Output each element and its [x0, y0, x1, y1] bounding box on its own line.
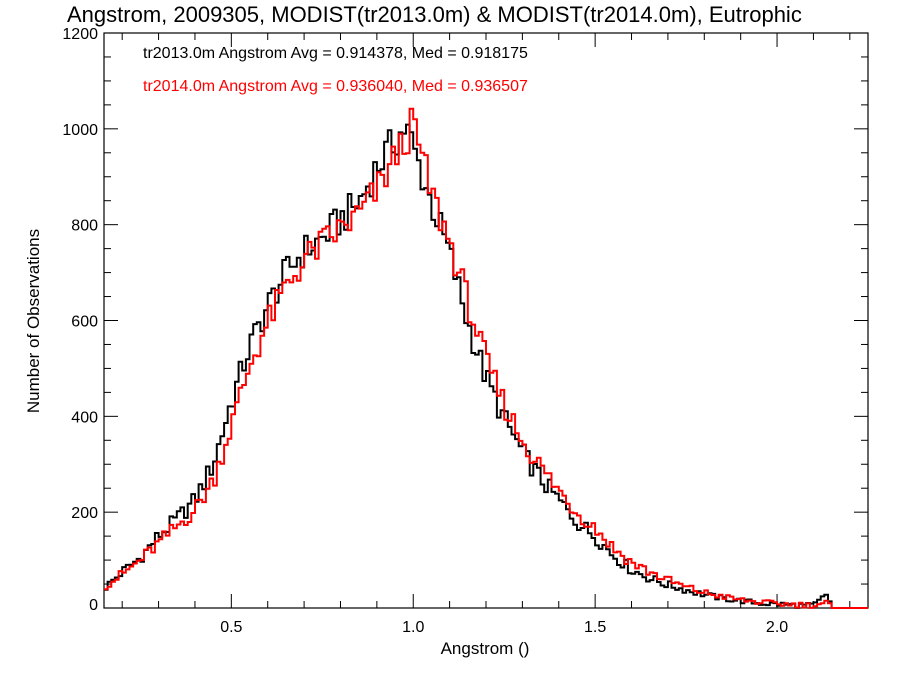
y-tick-label: 800 [71, 218, 98, 235]
x-tick-label: 2.0 [766, 619, 788, 636]
plot-area: 0 200 400 600 800 1000 1200 0.5 1.0 1.5 2.0 [62, 26, 869, 636]
y-tick-label: 600 [71, 314, 98, 331]
y-tick-label: 0 [89, 597, 98, 614]
y-axis-label: Number of Observations [24, 229, 43, 413]
y-tick-label: 200 [71, 505, 98, 522]
y-tick-label: 1000 [62, 122, 98, 139]
y-tick-label: 1200 [62, 26, 98, 43]
x-tick-label: 1.0 [402, 619, 424, 636]
x-axis-label: Angstrom () [441, 639, 530, 658]
legend-series-2: tr2014.0m Angstrom Avg = 0.936040, Med =… [143, 78, 528, 95]
series-tr2014.0m-line [104, 107, 868, 609]
plot-frame [103, 32, 869, 609]
chart-title: Angstrom, 2009305, MODIST(tr2013.0m) & M… [67, 2, 802, 27]
series-tr2013.0m-line [104, 123, 868, 609]
x-tick-label: 1.5 [584, 619, 606, 636]
y-tick-label: 400 [71, 409, 98, 426]
x-tick-label: 0.5 [220, 619, 242, 636]
legend-series-1: tr2013.0m Angstrom Avg = 0.914378, Med =… [143, 45, 528, 62]
